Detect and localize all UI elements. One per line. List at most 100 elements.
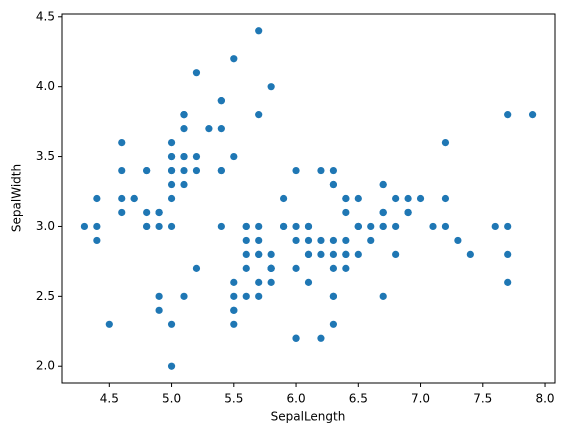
point [180,111,188,119]
point [267,83,275,91]
x-tick-label: 5.0 [162,392,181,406]
point [167,222,176,231]
point [192,69,201,77]
x-axis-label: SepalLength [271,410,346,424]
y-tick-label: 4.5 [36,9,55,23]
point [329,320,337,328]
point [379,208,387,217]
point [342,208,350,217]
point [242,264,250,272]
point [342,264,350,272]
point [404,208,412,217]
x-tick-label: 7.0 [411,392,430,406]
point [466,250,474,259]
point [118,208,126,217]
point [167,152,176,161]
y-tick-label: 3.5 [36,149,55,163]
point [329,236,337,245]
point [192,166,201,175]
point [255,222,263,231]
point [242,250,250,259]
y-tick-label: 3.0 [36,219,55,233]
point [105,320,113,328]
point [192,264,201,272]
point [230,306,238,314]
point [217,222,225,231]
point [304,236,313,245]
point [255,278,263,286]
point [93,222,101,231]
x-tick-label: 8.0 [535,392,554,406]
point [130,194,138,203]
x-tick-label: 6.0 [287,392,306,406]
point [217,125,225,133]
point [180,292,188,300]
point [441,222,450,231]
point [180,180,188,189]
point [217,97,225,105]
point [143,208,151,217]
point [354,194,362,203]
point [242,236,250,245]
point [454,236,462,245]
point [504,278,512,286]
point [255,27,263,35]
point [255,292,263,300]
point [230,292,238,300]
point [267,278,275,286]
point [155,292,163,300]
point [329,264,337,272]
point [441,194,450,203]
point [180,125,188,133]
point [329,180,337,189]
point [292,222,300,231]
point [304,278,313,286]
point [317,334,325,342]
point [317,250,325,259]
point [267,250,275,259]
point [528,111,537,119]
point [304,222,313,231]
point [205,125,213,133]
point [167,138,176,147]
point [392,250,400,259]
point [354,222,362,231]
plot-frame [61,13,556,384]
point [118,138,126,147]
point [167,194,176,203]
point [379,180,387,189]
point [280,222,288,231]
point [230,278,238,286]
x-tick-label: 4.5 [100,392,119,406]
point [230,152,238,161]
point [242,292,250,300]
point [155,222,163,231]
point [392,222,400,231]
point [180,152,188,161]
point [404,194,412,203]
point [180,166,188,175]
point [167,166,176,175]
point [329,166,337,175]
point [155,306,163,314]
point [217,166,225,175]
y-tick-label: 2.5 [36,289,55,303]
point [441,138,450,147]
point [167,362,176,370]
point [143,222,151,231]
x-tick-label: 7.5 [473,392,492,406]
point [80,222,89,231]
point [504,250,512,259]
point [304,250,313,259]
point [504,222,512,231]
point [230,320,238,328]
point [317,166,325,175]
x-tick-label: 5.5 [224,392,243,406]
point [255,250,263,259]
point [292,334,300,342]
point [255,111,263,119]
point [429,222,437,231]
y-axis-label: SepalWidth [10,164,24,232]
point [192,152,201,161]
point [230,55,238,63]
